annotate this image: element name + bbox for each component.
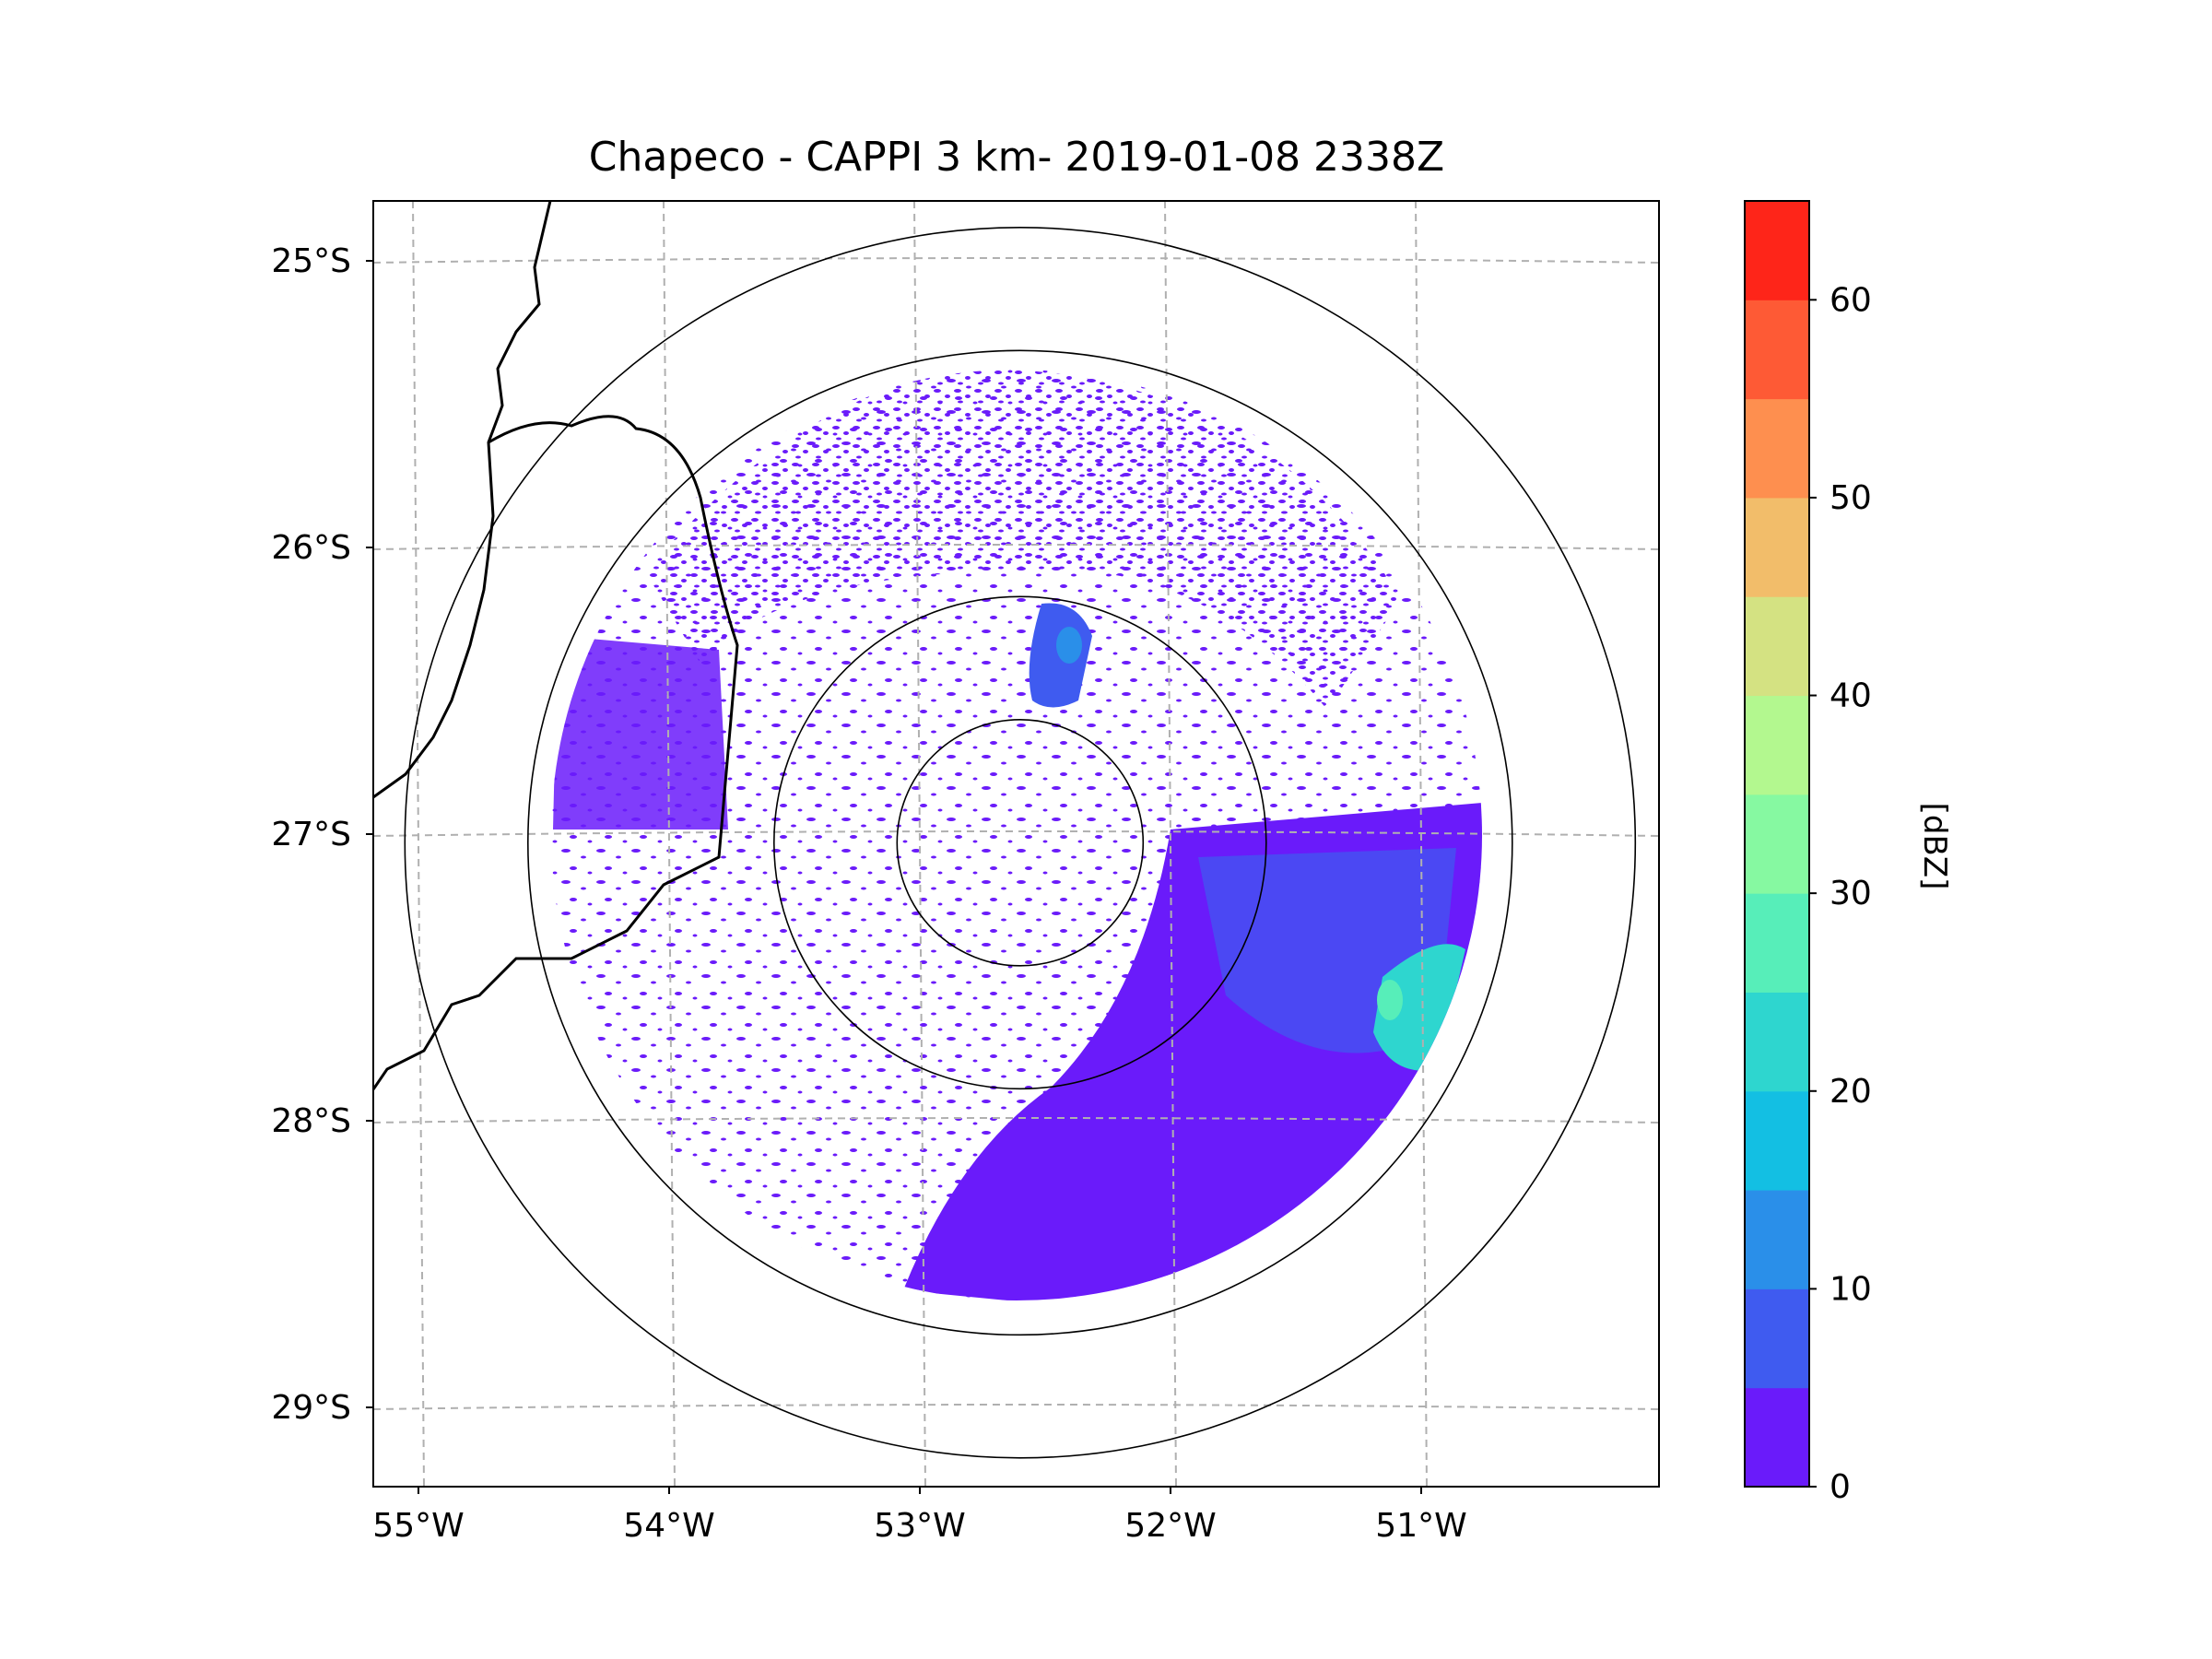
colorbar-bin-6 [1745, 794, 1809, 894]
y-tick-labels: 25°S 26°S 27°S 28°S 29°S [271, 242, 373, 1427]
gridlines [373, 201, 1659, 1487]
colorbar-tick-label-0: 0 [1830, 1468, 1851, 1506]
colorbar-tick-label-3: 30 [1830, 875, 1872, 912]
y-tick-label-2: 27°S [271, 816, 351, 853]
colorbar-tick-label-4: 40 [1830, 677, 1872, 715]
x-tick-labels: 55°W 54°W 53°W 52°W 51°W [372, 1487, 1467, 1545]
chart-title: Chapeco - CAPPI 3 km- 2019-01-08 2338Z [589, 134, 1444, 181]
range-ring-100km [773, 595, 1267, 1090]
border-parana-sc [373, 415, 739, 1090]
y-tick-label-4: 29°S [271, 1389, 351, 1427]
x-tick-label-3: 52°W [1124, 1507, 1216, 1545]
x-tick-label-1: 54°W [623, 1507, 714, 1545]
gridline-lon-2 [913, 201, 926, 1487]
y-tick-label-0: 25°S [271, 242, 351, 280]
colorbar-bin-0 [1745, 1387, 1809, 1488]
range-rings [404, 227, 1637, 1459]
echo-north-cell-core [1056, 627, 1082, 664]
x-tick-label-4: 51°W [1375, 1507, 1466, 1545]
colorbar-tick-label-5: 50 [1830, 479, 1872, 517]
gridline-lon-4 [1415, 201, 1428, 1487]
echo-core-east [1377, 980, 1403, 1020]
border-argentina [373, 201, 552, 799]
colorbar-bin-11 [1745, 300, 1809, 400]
colorbar-bin-8 [1745, 596, 1809, 697]
range-ring-50km [896, 719, 1145, 967]
colorbar-bin-12 [1745, 201, 1809, 300]
colorbar-bin-5 [1745, 893, 1809, 993]
echo-west-strip [553, 636, 728, 830]
colorbar-frame [1744, 200, 1810, 1488]
axes-frame [372, 200, 1660, 1488]
x-tick-label-0: 55°W [372, 1507, 464, 1545]
colorbar-tick-label-2: 20 [1830, 1073, 1872, 1111]
colorbar-tick-label-6: 60 [1830, 281, 1872, 319]
y-tick-label-3: 28°S [271, 1102, 351, 1140]
colorbar-bin-7 [1745, 695, 1809, 795]
colorbar-bin-9 [1745, 497, 1809, 597]
colorbar-bin-4 [1745, 992, 1809, 1092]
gridline-lon-1 [663, 201, 676, 1487]
gridline-lon-0 [412, 201, 425, 1487]
colorbar-tick-labels: 0 10 20 30 40 50 60 [1809, 281, 1872, 1506]
colorbar-label: [dBZ] [1916, 803, 1953, 890]
x-tick-label-2: 53°W [874, 1507, 965, 1545]
colorbar-tick-label-1: 10 [1830, 1270, 1872, 1308]
colorbar-bin-10 [1745, 398, 1809, 499]
colorbar-bin-3 [1745, 1090, 1809, 1191]
colorbar-bin-1 [1745, 1288, 1809, 1389]
gridline-lon-3 [1164, 201, 1177, 1487]
range-ring-200km [527, 349, 1513, 1336]
echo-north-band [645, 370, 1401, 710]
colorbar-bin-2 [1745, 1190, 1809, 1289]
range-ring-250km [404, 227, 1637, 1459]
y-tick-label-1: 26°S [271, 529, 351, 567]
colorbar [1744, 200, 1810, 1488]
state-borders [373, 201, 739, 1090]
